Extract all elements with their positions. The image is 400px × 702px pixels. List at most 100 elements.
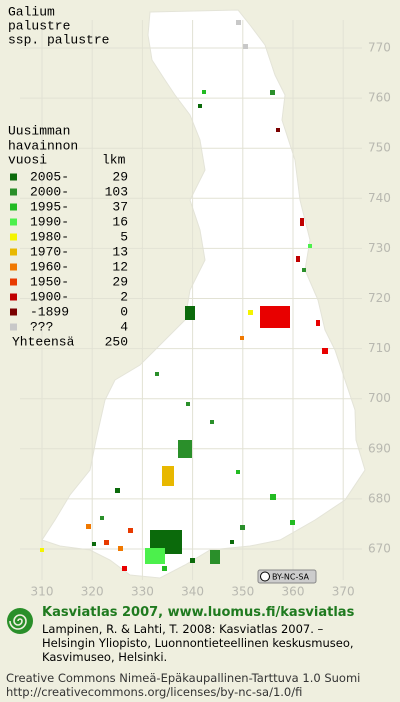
- obs: [276, 128, 280, 132]
- legend-label: 1995-: [30, 199, 69, 214]
- obs: [248, 310, 253, 315]
- grid-label: 310: [31, 585, 54, 599]
- license-line: Creative Commons Nimeä-Epäkaupallinen-Ta…: [6, 671, 361, 685]
- obs: [86, 524, 91, 529]
- legend-swatch: [10, 263, 17, 271]
- obs: [260, 306, 290, 328]
- grid-label: 770: [368, 41, 391, 55]
- obs: [128, 528, 133, 533]
- obs: [243, 44, 248, 49]
- grid-label: 700: [368, 391, 391, 405]
- grid-label: 340: [181, 585, 204, 599]
- obs: [270, 494, 276, 500]
- citation-line: Helsingin Yliopisto, Luonnontieteellinen…: [42, 636, 354, 650]
- legend-label: 1990-: [30, 214, 69, 229]
- obs: [308, 244, 312, 248]
- obs: [162, 466, 174, 486]
- legend-total: 250: [105, 334, 128, 349]
- legend-swatch: [10, 233, 17, 241]
- legend-count: 103: [105, 184, 128, 199]
- obs: [145, 548, 165, 564]
- grid-label: 670: [368, 542, 391, 556]
- obs: [122, 566, 127, 571]
- obs: [190, 558, 195, 563]
- obs: [115, 488, 120, 493]
- citation-line: Lampinen, R. & Lahti, T. 2008: Kasviatla…: [42, 622, 324, 636]
- cc-badge: BY-NC-SA: [257, 569, 317, 584]
- legend-swatch: [10, 308, 17, 316]
- logo-swirl: [9, 614, 27, 630]
- legend-count: 29: [112, 274, 128, 289]
- obs: [322, 348, 328, 354]
- badge-icon: [260, 571, 270, 582]
- legend-label: 2005-: [30, 169, 69, 184]
- logo: [7, 608, 33, 634]
- obs: [210, 550, 220, 564]
- grid-label: 720: [368, 291, 391, 305]
- grid-label: 680: [368, 491, 391, 505]
- citation: Lampinen, R. & Lahti, T. 2008: Kasviatla…: [42, 622, 400, 664]
- obs: [202, 90, 206, 94]
- legend-swatch: [10, 188, 17, 196]
- legend-label: 1970-: [30, 244, 69, 259]
- grid-label: 330: [131, 585, 154, 599]
- legend-heading: havainnon: [8, 138, 78, 153]
- logo-circle: [7, 608, 33, 634]
- obs: [104, 540, 109, 545]
- obs: [155, 372, 159, 376]
- legend-label: 2000-: [30, 184, 69, 199]
- obs: [178, 440, 192, 458]
- land: [41, 9, 366, 579]
- license-line: http://creativecommons.org/licenses/by-n…: [6, 685, 303, 699]
- grid-label: 690: [368, 441, 391, 455]
- legend-col: lkm: [102, 152, 126, 167]
- legend-swatch: [10, 203, 17, 211]
- legend-swatch: [10, 278, 17, 286]
- obs: [236, 470, 240, 474]
- obs: [186, 402, 190, 406]
- obs: [162, 566, 167, 571]
- title-line: palustre: [8, 18, 70, 33]
- badge-box: [257, 569, 317, 584]
- legend: Uusimman havainnon vuosi lkm 2005- 29 2000…: [8, 123, 128, 349]
- legend-count: 29: [112, 169, 128, 184]
- grid-label: 750: [368, 141, 391, 155]
- legend-swatch: [10, 293, 17, 301]
- legend-count: 12: [112, 259, 128, 274]
- legend-label: ???: [30, 319, 53, 334]
- legend-swatch: [10, 248, 17, 256]
- obs: [198, 104, 202, 108]
- legend-label: 1960-: [30, 259, 69, 274]
- obs: [240, 336, 244, 340]
- grid-label: 760: [368, 91, 391, 105]
- obs: [100, 516, 104, 520]
- legend-col: vuosi: [8, 152, 47, 167]
- grid-label: 710: [368, 341, 391, 355]
- legend-count: 16: [112, 214, 128, 229]
- legend-total-label: Yhteensä: [12, 334, 75, 349]
- grid: 770 760 750 740 730 720 710 700 690 680 670 310 320 3…: [20, 20, 391, 599]
- legend-swatch: [10, 218, 17, 226]
- obs: [270, 90, 275, 95]
- legend-count: 5: [120, 229, 128, 244]
- legend-count: 2: [120, 289, 128, 304]
- map: 770 760 750 740 730 720 710 700 690 680 670 310 320 3…: [8, 4, 391, 599]
- grid-label: 740: [368, 191, 391, 205]
- citation-line: Kasvimuseo, Helsinki.: [42, 650, 168, 664]
- title-line: ssp. palustre: [8, 32, 109, 47]
- obs: [236, 20, 241, 25]
- grid-label: 360: [282, 585, 305, 599]
- legend-count: 37: [112, 199, 128, 214]
- legend-count: 0: [120, 304, 128, 319]
- obs: [316, 320, 320, 326]
- legend-heading: Uusimman: [8, 123, 70, 138]
- obs: [185, 306, 195, 320]
- legend-swatch: [10, 173, 17, 181]
- legend-label: 1900-: [30, 289, 69, 304]
- grid-label: 350: [231, 585, 254, 599]
- footer-title: Kasviatlas 2007, www.luomus.fi/kasviatla…: [42, 605, 355, 620]
- obs: [302, 268, 306, 272]
- license: Creative Commons Nimeä-Epäkaupallinen-Ta…: [6, 671, 400, 699]
- grid-label: 320: [81, 585, 104, 599]
